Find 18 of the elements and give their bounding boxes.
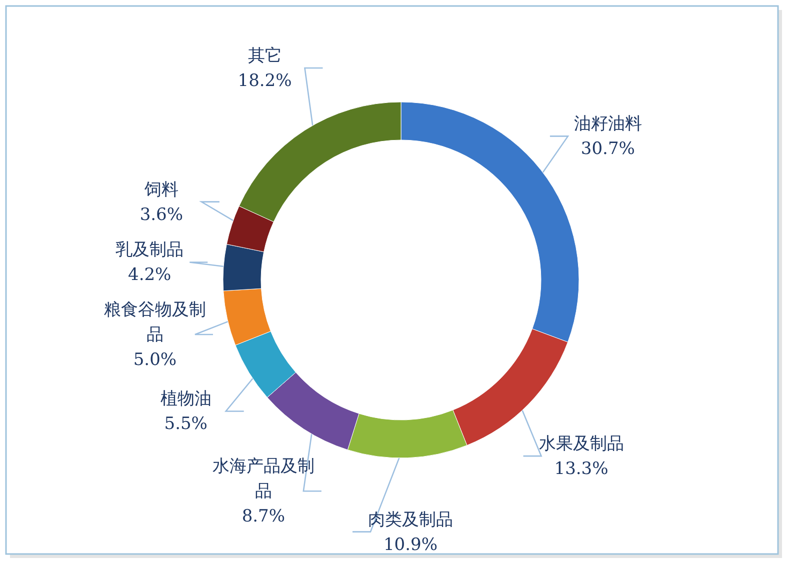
data-label: 13.3% bbox=[554, 459, 608, 480]
data-label: 30.7% bbox=[580, 139, 635, 160]
slice-label: 乳及制品 bbox=[116, 240, 184, 260]
data-label: 18.2% bbox=[238, 71, 292, 92]
slice-label: 油籽油料 bbox=[574, 114, 642, 134]
slice-label: 水海产品及制品 bbox=[212, 456, 314, 502]
slice-label: 植物油 bbox=[160, 389, 212, 410]
slice-label: 粮食谷物及制品 bbox=[104, 300, 206, 346]
data-label: 4.2% bbox=[128, 265, 172, 286]
data-label: 5.0% bbox=[133, 350, 177, 370]
slice-label: 水果及制品 bbox=[538, 434, 624, 454]
data-label: 10.9% bbox=[383, 534, 438, 555]
data-label: 3.6% bbox=[140, 204, 184, 225]
slice-label: 肉类及制品 bbox=[368, 510, 453, 530]
slice-label: 饲料 bbox=[143, 180, 178, 200]
slice-label: 其它 bbox=[248, 46, 282, 66]
data-label: 8.7% bbox=[242, 506, 286, 527]
data-label: 5.5% bbox=[164, 414, 208, 434]
